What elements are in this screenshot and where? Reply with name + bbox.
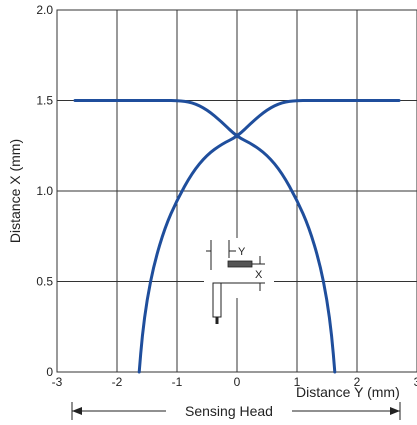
arrowhead-left [72, 407, 82, 415]
arrowhead-right [390, 407, 400, 415]
y-tick-label: 0 [46, 365, 53, 379]
x-tick-label: -3 [52, 375, 63, 389]
inset-sensor-body [213, 283, 221, 317]
inset-y-label: Y [238, 246, 246, 258]
y-axis-label: Distance X (mm) [7, 139, 23, 243]
y-tick-label: 0.5 [36, 275, 53, 289]
sensing-head-label: Sensing Head [185, 403, 273, 419]
series-line-2 [75, 101, 335, 373]
series-line-1 [139, 101, 399, 373]
y-tick-label: 2.0 [36, 3, 53, 17]
gridlines [57, 10, 417, 372]
y-tick-label: 1.5 [36, 94, 53, 108]
x-axis-label: Distance Y (mm) [296, 384, 400, 400]
x-tick-label: 3 [414, 375, 417, 389]
x-tick-label: -1 [172, 375, 183, 389]
x-tick-label: 0 [234, 375, 241, 389]
inset-x-label: X [255, 269, 263, 281]
inset-target-object [228, 261, 252, 267]
y-tick-labels: 0 0.5 1.0 1.5 2.0 [36, 3, 53, 379]
sensing-head-dimension: Sensing Head [72, 402, 400, 420]
y-tick-label: 1.0 [36, 184, 53, 198]
sensor-inset-diagram: Y X [204, 238, 274, 324]
x-tick-label: -2 [112, 375, 123, 389]
